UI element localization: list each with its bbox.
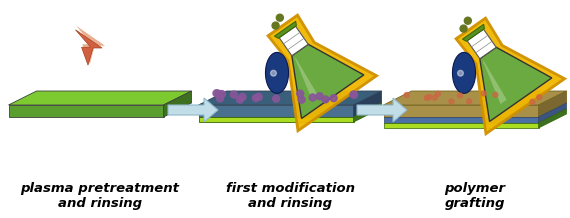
Polygon shape: [164, 91, 192, 117]
Polygon shape: [467, 29, 496, 59]
Polygon shape: [353, 91, 381, 117]
Circle shape: [449, 99, 454, 104]
Circle shape: [460, 25, 467, 32]
Circle shape: [404, 92, 409, 97]
Circle shape: [239, 93, 246, 100]
Circle shape: [215, 90, 222, 97]
Circle shape: [298, 96, 305, 103]
Polygon shape: [9, 105, 164, 117]
Circle shape: [213, 90, 220, 97]
Circle shape: [465, 17, 471, 24]
Circle shape: [330, 95, 337, 102]
Circle shape: [237, 96, 243, 103]
Circle shape: [435, 91, 441, 96]
Circle shape: [425, 95, 429, 100]
Circle shape: [309, 94, 316, 101]
Circle shape: [230, 91, 238, 98]
Polygon shape: [198, 91, 381, 105]
Circle shape: [218, 90, 225, 98]
Polygon shape: [539, 109, 567, 128]
Polygon shape: [539, 103, 567, 123]
Circle shape: [217, 95, 223, 102]
Circle shape: [253, 95, 259, 102]
Ellipse shape: [458, 55, 470, 57]
Circle shape: [481, 91, 486, 96]
Circle shape: [427, 95, 432, 100]
Polygon shape: [268, 15, 377, 131]
Polygon shape: [384, 91, 567, 105]
Polygon shape: [384, 105, 539, 117]
Circle shape: [271, 70, 276, 76]
Polygon shape: [462, 24, 484, 41]
Polygon shape: [76, 26, 105, 64]
Polygon shape: [274, 21, 296, 38]
Polygon shape: [75, 30, 102, 65]
Polygon shape: [539, 91, 567, 117]
Polygon shape: [453, 52, 475, 93]
Circle shape: [316, 93, 323, 100]
Circle shape: [467, 99, 471, 104]
Polygon shape: [198, 105, 353, 117]
Text: polymer
grafting: polymer grafting: [445, 182, 506, 210]
Circle shape: [493, 92, 498, 97]
Circle shape: [458, 70, 463, 76]
Circle shape: [350, 91, 357, 98]
Polygon shape: [266, 52, 288, 93]
Circle shape: [458, 93, 462, 98]
Polygon shape: [295, 58, 319, 101]
FancyArrow shape: [357, 98, 407, 122]
Circle shape: [272, 22, 279, 29]
FancyArrow shape: [168, 98, 218, 122]
Circle shape: [297, 90, 304, 97]
Polygon shape: [480, 47, 552, 121]
Circle shape: [537, 95, 542, 100]
Polygon shape: [279, 26, 308, 56]
Circle shape: [255, 93, 262, 100]
Circle shape: [433, 95, 437, 100]
Polygon shape: [9, 91, 192, 105]
Polygon shape: [292, 44, 364, 119]
Circle shape: [322, 96, 329, 103]
Ellipse shape: [271, 55, 283, 57]
Text: first modification
and rinsing: first modification and rinsing: [226, 182, 355, 210]
Polygon shape: [384, 123, 539, 128]
Polygon shape: [198, 117, 353, 122]
Polygon shape: [483, 61, 507, 104]
Circle shape: [272, 95, 280, 102]
Polygon shape: [456, 18, 565, 134]
Polygon shape: [384, 117, 539, 123]
Text: plasma pretreatment
and rinsing: plasma pretreatment and rinsing: [21, 182, 180, 210]
Polygon shape: [353, 103, 381, 122]
Circle shape: [351, 91, 357, 98]
Circle shape: [276, 14, 283, 21]
Circle shape: [530, 99, 535, 104]
